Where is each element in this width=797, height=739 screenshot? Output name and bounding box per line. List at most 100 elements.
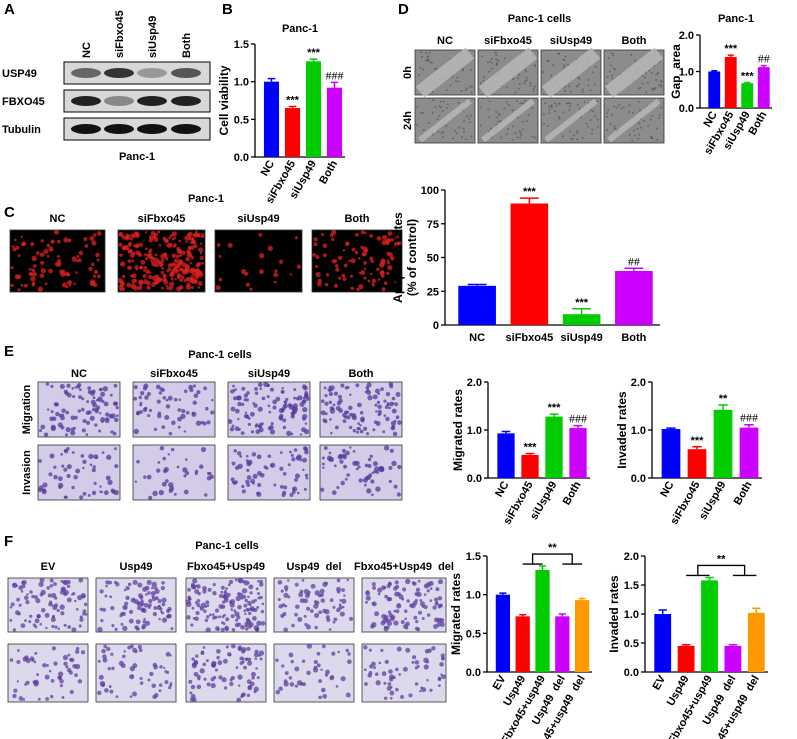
cell bbox=[395, 415, 400, 420]
cell bbox=[78, 577, 84, 583]
cell bbox=[249, 603, 252, 607]
cell bbox=[281, 390, 285, 394]
column-label: siUsp49 bbox=[147, 16, 159, 58]
cell bbox=[320, 487, 325, 492]
cell bbox=[164, 256, 169, 261]
cell bbox=[526, 79, 529, 82]
cell bbox=[304, 422, 308, 425]
cell bbox=[318, 679, 322, 683]
cell bbox=[48, 669, 52, 673]
cell bbox=[390, 238, 395, 242]
cell bbox=[206, 604, 210, 608]
error-bar bbox=[718, 404, 728, 410]
cell bbox=[616, 106, 619, 109]
cell bbox=[287, 463, 291, 467]
cell bbox=[142, 586, 148, 592]
cell bbox=[51, 592, 57, 598]
cell bbox=[524, 79, 527, 82]
cell bbox=[362, 477, 368, 483]
cell bbox=[532, 90, 535, 93]
cell bbox=[423, 605, 428, 610]
cell bbox=[255, 587, 259, 591]
cell bbox=[87, 494, 91, 497]
cell bbox=[72, 663, 77, 669]
cell bbox=[225, 645, 229, 649]
cell bbox=[455, 80, 458, 83]
cell bbox=[647, 124, 650, 127]
cell bbox=[246, 483, 251, 487]
error-bar bbox=[760, 64, 767, 68]
cell bbox=[170, 268, 176, 274]
cell bbox=[190, 623, 194, 627]
cell bbox=[637, 100, 640, 103]
panel-letter: C bbox=[4, 204, 15, 221]
cell bbox=[148, 408, 153, 412]
cell bbox=[85, 433, 89, 437]
cell bbox=[303, 487, 307, 491]
cell bbox=[31, 255, 37, 262]
cell bbox=[241, 484, 245, 489]
cell bbox=[154, 588, 160, 594]
cell bbox=[142, 620, 147, 624]
cell bbox=[360, 270, 366, 276]
cell bbox=[640, 126, 643, 129]
panel-title: Panc-1 bbox=[188, 193, 224, 205]
cell bbox=[323, 419, 328, 424]
cell bbox=[654, 87, 657, 90]
cell bbox=[188, 679, 193, 684]
cell bbox=[470, 69, 473, 72]
cell bbox=[437, 596, 443, 601]
cell bbox=[152, 490, 158, 497]
cell bbox=[247, 660, 253, 666]
cell bbox=[88, 266, 93, 271]
cell bbox=[240, 431, 245, 436]
cell bbox=[203, 677, 207, 681]
cell bbox=[320, 687, 326, 693]
cell bbox=[202, 646, 206, 649]
cell bbox=[12, 628, 17, 632]
cell bbox=[59, 684, 63, 688]
bar bbox=[305, 61, 322, 157]
cell bbox=[49, 416, 55, 422]
cell bbox=[470, 85, 473, 88]
cell bbox=[178, 398, 182, 401]
cell bbox=[422, 128, 425, 131]
cell bbox=[386, 625, 390, 629]
bar bbox=[741, 83, 754, 108]
cell bbox=[146, 579, 152, 586]
cell bbox=[297, 395, 303, 401]
cell bbox=[257, 382, 263, 388]
cell bbox=[352, 460, 358, 466]
cell bbox=[384, 659, 389, 665]
cell bbox=[63, 237, 69, 243]
bar bbox=[757, 67, 770, 108]
error-bar bbox=[519, 197, 539, 204]
cell bbox=[573, 134, 576, 137]
cell bbox=[45, 697, 50, 701]
cell bbox=[328, 391, 334, 397]
cell bbox=[413, 615, 418, 620]
cell bbox=[100, 618, 104, 623]
error-bar bbox=[501, 430, 511, 434]
cell bbox=[387, 682, 392, 686]
cell bbox=[338, 605, 343, 610]
cell bbox=[42, 482, 48, 488]
cell bbox=[132, 273, 137, 279]
cell bbox=[74, 673, 78, 677]
cell bbox=[415, 619, 419, 624]
cell bbox=[231, 627, 236, 632]
cell bbox=[186, 615, 191, 620]
cell bbox=[148, 237, 154, 243]
cell bbox=[525, 76, 528, 79]
cell bbox=[22, 698, 26, 701]
cell bbox=[65, 427, 71, 433]
cell bbox=[302, 457, 308, 463]
bar bbox=[515, 616, 530, 672]
cell bbox=[520, 133, 523, 136]
cell bbox=[61, 696, 65, 699]
panel-letter: F bbox=[4, 533, 13, 550]
cell bbox=[487, 108, 490, 111]
cell bbox=[110, 652, 114, 656]
cell bbox=[132, 597, 136, 601]
cell bbox=[324, 609, 330, 615]
